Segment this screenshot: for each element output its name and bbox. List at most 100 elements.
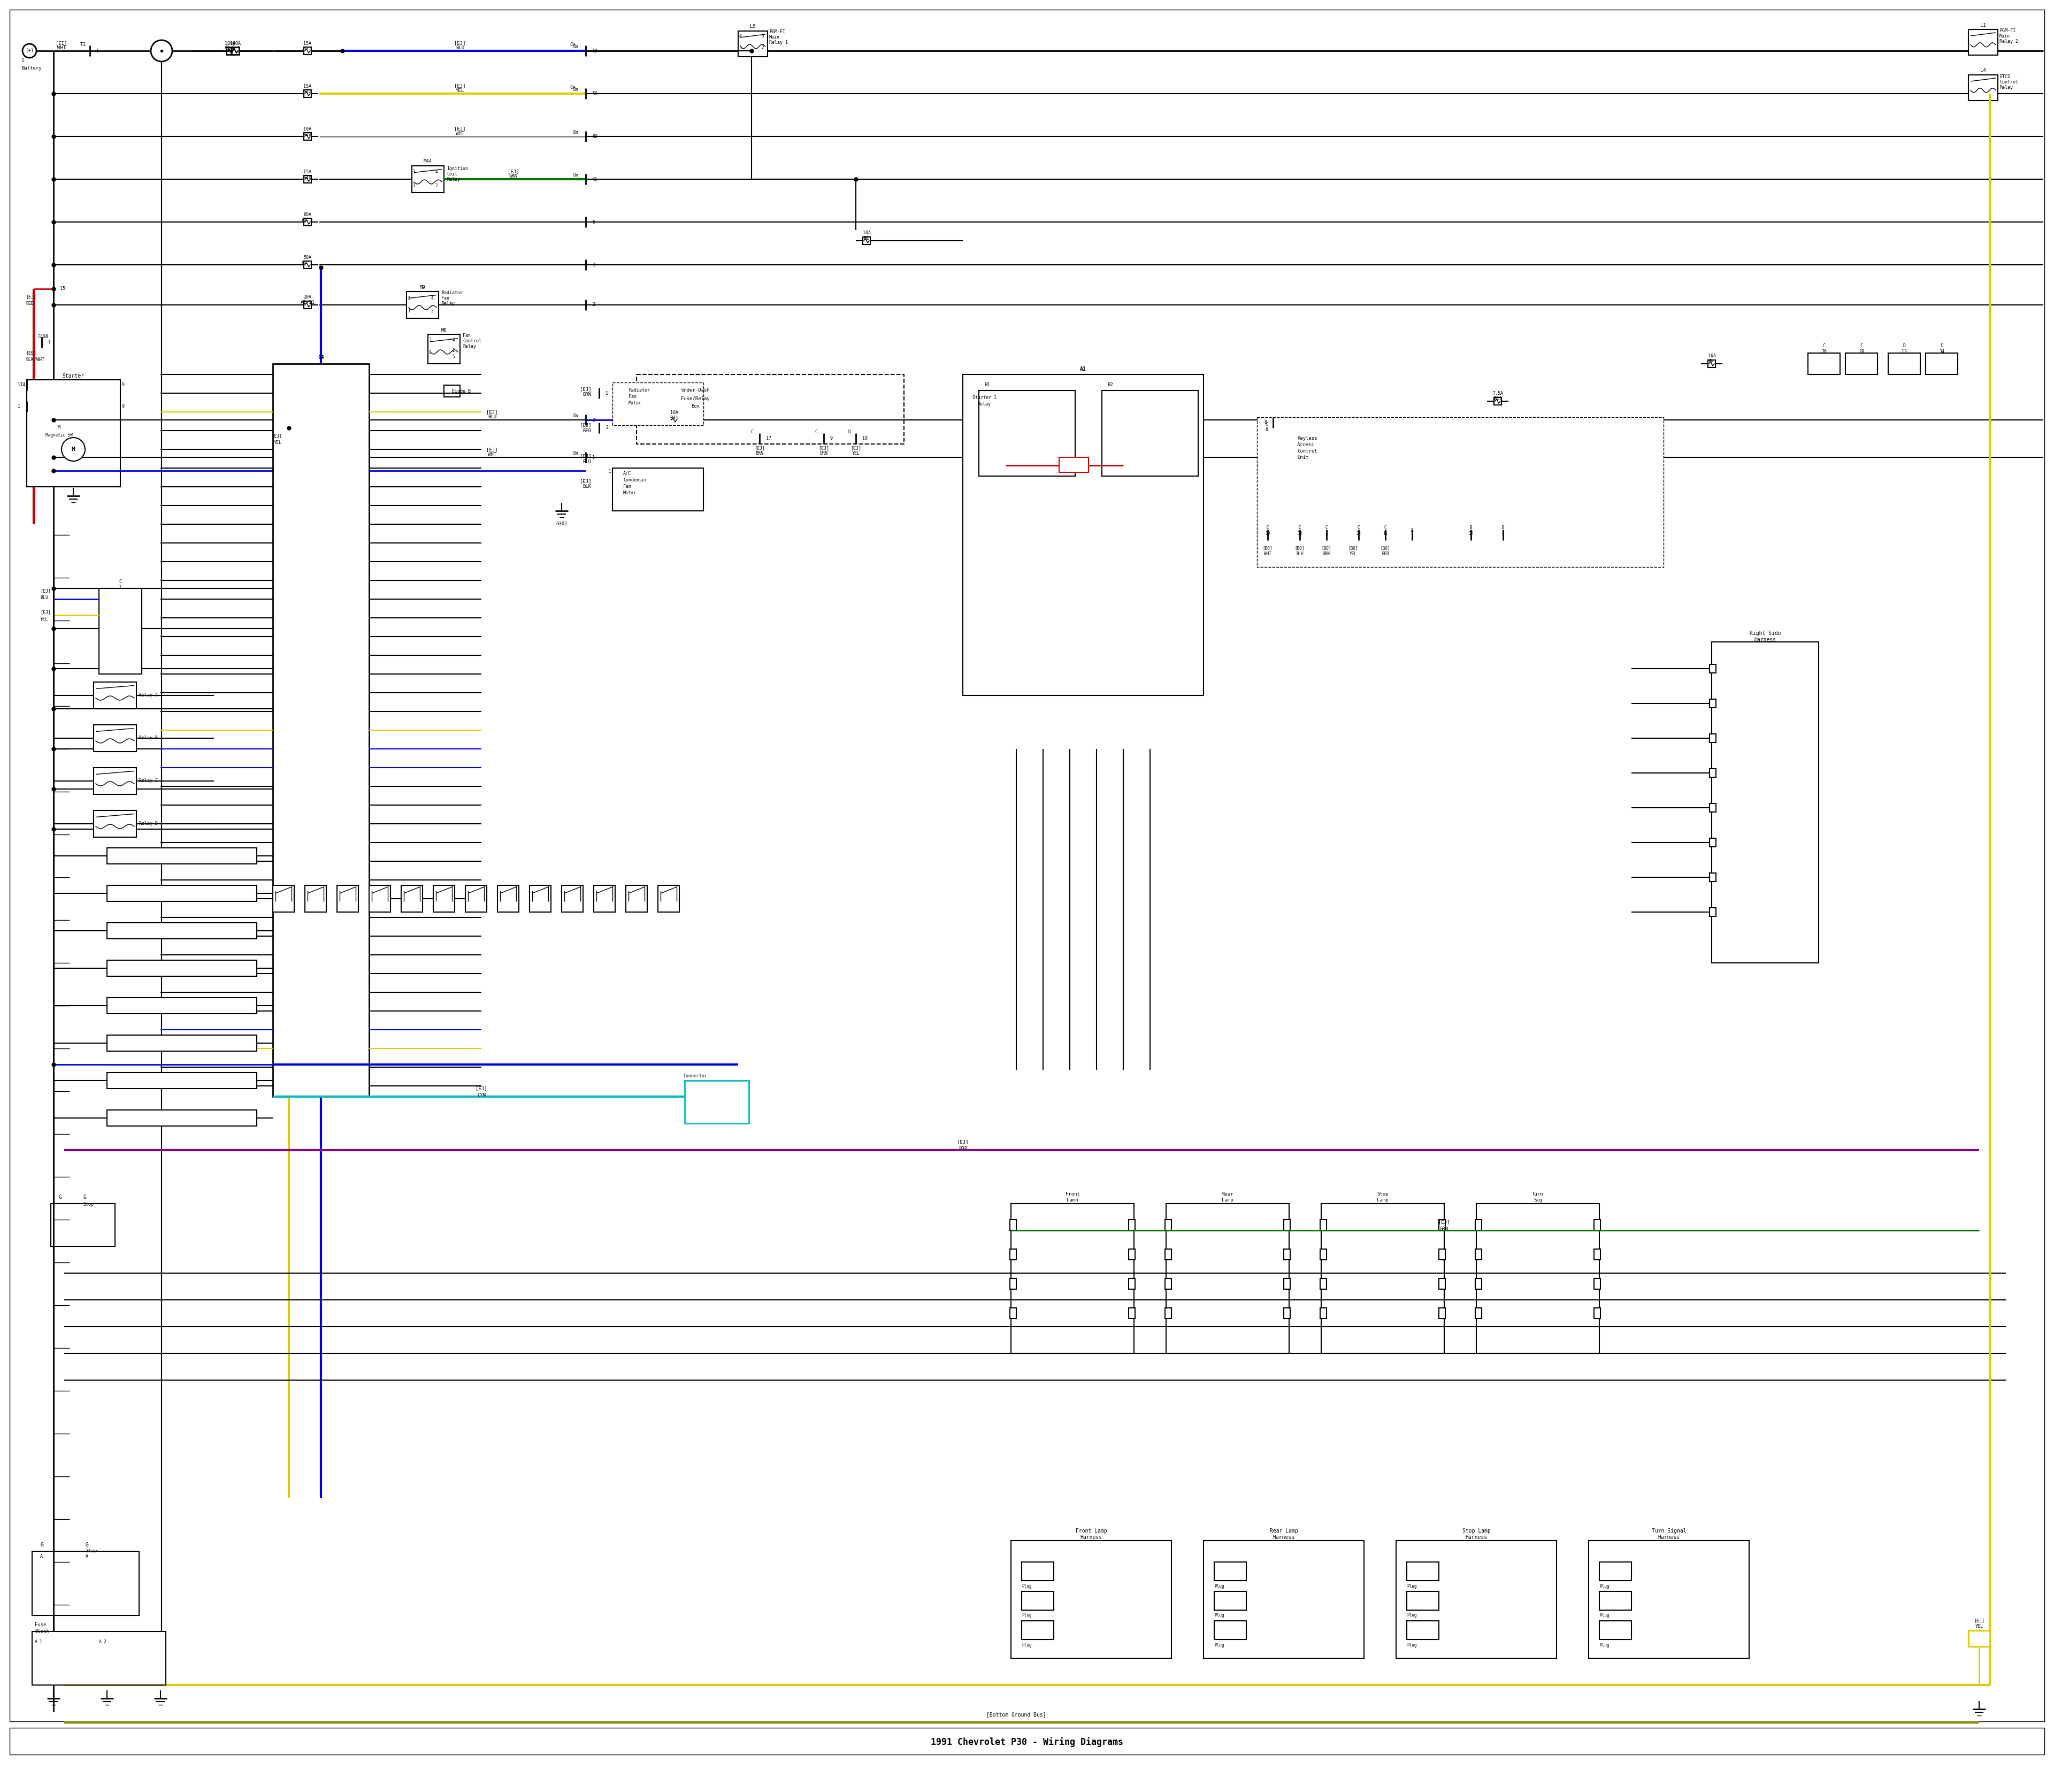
- Bar: [657, 885, 680, 912]
- Text: 15A: 15A: [304, 168, 312, 174]
- Bar: [99, 588, 142, 674]
- Text: B22: B22: [1493, 396, 1501, 401]
- Text: B31: B31: [670, 416, 678, 419]
- Text: A: A: [1411, 529, 1413, 532]
- Text: B-: B-: [1709, 358, 1715, 364]
- Text: Block: Block: [35, 1629, 49, 1634]
- Bar: [1011, 1249, 1017, 1260]
- Text: GRN: GRN: [1440, 1226, 1448, 1231]
- Bar: [1600, 1620, 1631, 1640]
- Bar: [1407, 1591, 1440, 1611]
- Text: 9: 9: [830, 435, 832, 441]
- Text: C4: C4: [318, 355, 325, 360]
- Text: Dn: Dn: [573, 450, 579, 455]
- Text: YEL: YEL: [456, 88, 464, 93]
- Text: Box: Box: [690, 405, 700, 409]
- Text: [EJ]: [EJ]: [507, 168, 520, 174]
- Text: BLU: BLU: [583, 459, 592, 464]
- Bar: [1600, 1591, 1631, 1611]
- Bar: [1440, 1278, 1446, 1288]
- Text: Magnetic SW: Magnetic SW: [45, 432, 72, 437]
- Text: Diode B: Diode B: [452, 389, 470, 394]
- Text: [EJ]: [EJ]: [579, 387, 592, 392]
- Bar: [1477, 1204, 1600, 1353]
- Text: L5: L5: [750, 25, 756, 29]
- Text: [EJ]: [EJ]: [454, 127, 466, 131]
- Text: Dn: Dn: [573, 172, 579, 177]
- Text: A-1: A-1: [35, 1640, 43, 1645]
- Text: A2-1: A2-1: [302, 260, 314, 265]
- Text: Plug: Plug: [1600, 1613, 1608, 1618]
- Text: 15A: 15A: [304, 84, 312, 88]
- Text: 1: 1: [97, 48, 99, 54]
- Text: [EJ]: [EJ]: [579, 423, 592, 428]
- Text: Plug: Plug: [1021, 1613, 1031, 1618]
- Text: M: M: [58, 425, 60, 430]
- Text: 2: 2: [592, 418, 596, 423]
- Text: [BO]
RED: [BO] RED: [1380, 547, 1391, 556]
- Text: [EJ]: [EJ]: [754, 446, 764, 450]
- Text: Coil: Coil: [446, 172, 458, 176]
- Text: [EJ]: [EJ]: [41, 590, 51, 593]
- Text: Under-Dash: Under-Dash: [682, 389, 711, 392]
- Text: Main: Main: [1999, 34, 2011, 39]
- Bar: [1214, 1620, 1247, 1640]
- Text: 10A: 10A: [670, 410, 678, 414]
- Text: C: C: [119, 579, 121, 584]
- Text: B1: B1: [984, 383, 990, 387]
- Text: Main: Main: [768, 36, 781, 39]
- Text: 10A: 10A: [304, 127, 312, 131]
- Text: [BO]
YEL: [BO] YEL: [1347, 547, 1358, 556]
- Text: A2-11: A2-11: [300, 301, 314, 305]
- Bar: [1165, 1278, 1171, 1288]
- Text: 60: 60: [592, 134, 598, 138]
- Text: Relay 2: Relay 2: [1999, 39, 2019, 45]
- Bar: [1128, 1308, 1136, 1319]
- Bar: [1284, 1308, 1290, 1319]
- Bar: [1214, 1563, 1247, 1581]
- Text: C
11: C 11: [1382, 525, 1389, 536]
- Text: 1: 1: [18, 405, 21, 409]
- Text: 9: 9: [121, 405, 123, 409]
- Text: WHT: WHT: [456, 131, 464, 136]
- Bar: [594, 885, 614, 912]
- Text: Plug: Plug: [1021, 1643, 1031, 1647]
- Text: Control: Control: [1999, 79, 2019, 84]
- Bar: [1021, 1563, 1054, 1581]
- Text: Plug: Plug: [1407, 1643, 1417, 1647]
- Text: 60A: 60A: [304, 211, 312, 217]
- Text: BLK/WHT: BLK/WHT: [25, 357, 45, 362]
- Text: Plug: Plug: [1600, 1643, 1608, 1647]
- Bar: [1709, 699, 1715, 708]
- Bar: [1709, 665, 1715, 674]
- Text: B
12: B 12: [1469, 525, 1473, 536]
- Bar: [1709, 769, 1715, 778]
- Text: Relay A: Relay A: [140, 694, 158, 697]
- Text: [EJ]: [EJ]: [25, 294, 37, 299]
- Bar: [427, 335, 460, 364]
- Text: (+): (+): [25, 48, 33, 54]
- Text: D: D: [848, 430, 850, 435]
- Text: M8: M8: [442, 328, 448, 333]
- Bar: [304, 885, 327, 912]
- Text: C: C: [1265, 421, 1267, 426]
- Text: [EJ]: [EJ]: [487, 448, 497, 452]
- Text: 1: 1: [429, 337, 431, 342]
- Text: Plug: Plug: [1214, 1613, 1224, 1618]
- Text: Stop: Stop: [82, 1202, 94, 1208]
- Bar: [107, 1036, 257, 1052]
- Text: 15: 15: [60, 287, 66, 292]
- Text: 20A: 20A: [304, 296, 312, 299]
- Bar: [94, 724, 136, 751]
- Text: Fan: Fan: [462, 333, 470, 339]
- Text: [EJ]
YEL: [EJ] YEL: [1974, 1618, 1984, 1629]
- Bar: [1594, 1278, 1600, 1288]
- Text: YEL: YEL: [852, 452, 861, 455]
- Text: C408: C408: [37, 335, 47, 339]
- Text: [EJ]: [EJ]: [579, 478, 592, 484]
- Bar: [1475, 1278, 1481, 1288]
- Text: Fan: Fan: [442, 296, 450, 301]
- Bar: [1165, 1249, 1171, 1260]
- Bar: [863, 237, 871, 244]
- Bar: [273, 364, 370, 1097]
